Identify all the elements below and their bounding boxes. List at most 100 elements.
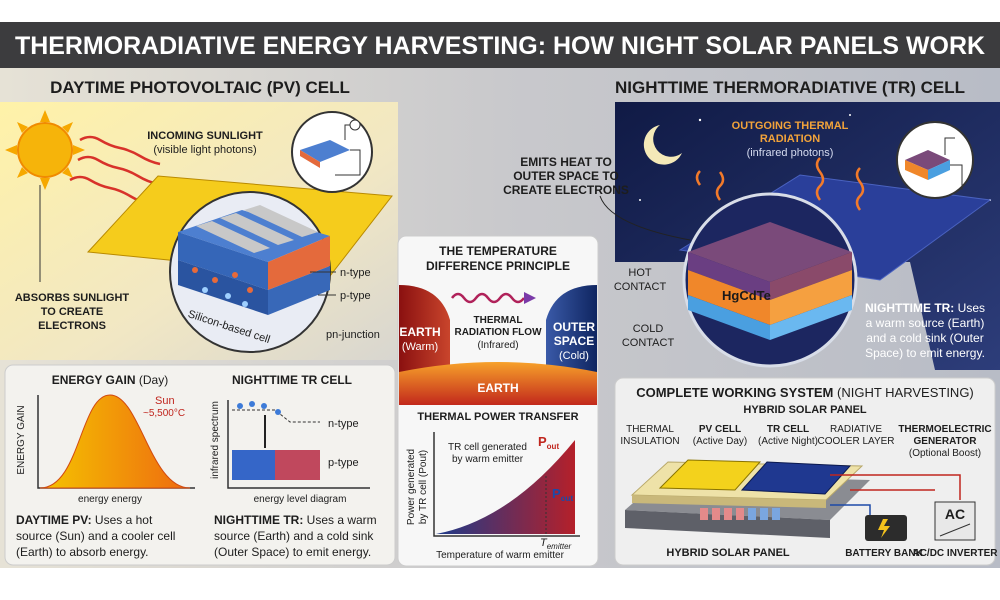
label: OUTER SPACE TO: [513, 169, 619, 183]
x-axis-label: energy energy: [78, 494, 142, 505]
hybrid-panel: [625, 459, 870, 538]
label: TO CREATE: [41, 306, 104, 318]
inverter: [934, 501, 976, 541]
label: EMITS HEAT TO: [520, 155, 612, 169]
hgcdte-layers: [688, 222, 852, 340]
n-level: [232, 409, 320, 423]
radiation-wave: [451, 292, 525, 304]
earth-region: [399, 285, 450, 380]
label: HYBRID SOLAR PANEL: [666, 547, 790, 559]
y-axis-label: ENERGY GAIN: [16, 405, 27, 474]
label: CONTACT: [614, 281, 667, 293]
chart-title: ENERGY GAIN (Day): [52, 373, 168, 387]
box-title: DIFFERENCE PRINCIPLE: [426, 259, 570, 273]
subtitle: HYBRID SOLAR PANEL: [743, 404, 867, 416]
symbol: T: [540, 537, 548, 549]
label: EARTH: [477, 381, 518, 395]
silicon-layers: [178, 205, 330, 315]
label: Pout: [552, 486, 573, 503]
page-title: THERMORADIATIVE ENERGY HARVESTING: HOW N…: [15, 32, 985, 60]
label: PV CELL: [699, 424, 741, 435]
sunlight-arrows: [69, 135, 161, 206]
chart-title: THERMAL POWER TRANSFER: [417, 411, 578, 423]
x-axis-label: Temperature of warm emitter: [436, 550, 564, 561]
label: ABSORBS SUNLIGHT: [15, 292, 130, 304]
label: (Active Day): [693, 436, 747, 447]
caption: NIGHTTIME TR: Uses a warm: [214, 513, 377, 527]
energy-curve: [39, 394, 191, 489]
label: pn-junction: [326, 329, 380, 341]
y-axis-label: infrared spectrum: [210, 401, 221, 479]
box-title: THE TEMPERATURE: [439, 244, 557, 258]
label: TR cell generated: [448, 442, 527, 453]
section-heading: NIGHTTIME THERMORADIATIVE (TR) CELL: [615, 78, 965, 97]
box-title: COMPLETE WORKING SYSTEM (NIGHT HARVESTIN…: [636, 385, 974, 400]
label: THERMAL: [626, 424, 674, 435]
title: COMPLETE WORKING SYSTEM: [636, 385, 833, 400]
chart-title: NIGHTTIME TR CELL: [232, 373, 352, 387]
section-heading: DAYTIME PHOTOVOLTAIC (PV) CELL: [50, 78, 350, 97]
caption-lead: NIGHTTIME TR:: [865, 301, 954, 315]
caption-lead: NIGHTTIME TR:: [214, 513, 303, 527]
label: (visible light photons): [153, 144, 256, 156]
label: AC/DC INVERTER: [912, 548, 998, 559]
label: ELECTRONS: [38, 320, 106, 332]
caption-lead: DAYTIME PV:: [16, 513, 92, 527]
label: SPACE: [554, 334, 594, 348]
label: Sun: [155, 395, 175, 407]
ir-arrows: [695, 157, 865, 211]
caption: (Earth) to absorb energy.: [16, 545, 149, 559]
label: Temitter: [540, 537, 572, 551]
title-note: (NIGHT HARVESTING): [833, 385, 973, 400]
label: Pout: [538, 434, 559, 451]
subscript: out: [561, 494, 574, 503]
label: EARTH: [399, 325, 440, 339]
label: RADIATIVE: [830, 424, 882, 435]
label: THERMAL: [474, 315, 523, 326]
label: INCOMING SUNLIGHT: [147, 130, 263, 142]
label: INSULATION: [620, 436, 679, 447]
label: BATTERY BANK: [845, 548, 923, 559]
label: COLD: [633, 323, 664, 335]
label: HOT: [628, 267, 652, 279]
caption-text: Uses a warm: [303, 513, 376, 527]
arrowhead: [524, 292, 536, 304]
caption-text: Uses: [954, 301, 985, 315]
label: (Active Night): [758, 436, 818, 447]
title-bar: [0, 22, 1000, 68]
caption: a warm source (Earth): [866, 316, 985, 330]
label: n-type: [328, 418, 359, 430]
label: COOLER LAYER: [817, 436, 894, 447]
space-region: [546, 285, 597, 380]
inverter-label: AC: [945, 506, 965, 522]
label: GENERATOR: [914, 436, 978, 447]
symbol: P: [552, 486, 561, 501]
label: CONTACT: [622, 337, 675, 349]
label: RADIATION FLOW: [454, 327, 542, 338]
caption: DAYTIME PV: Uses a hot: [16, 513, 153, 527]
title: ENERGY GAIN: [52, 373, 136, 387]
y-axis-label: Power generated: [406, 449, 417, 525]
power-curve: [436, 440, 575, 534]
label: (Cold): [559, 350, 589, 362]
label: (Warm): [402, 341, 438, 353]
caption: Space) to emit energy.: [865, 346, 985, 360]
inverter-mark: [939, 523, 971, 537]
subscript: emitter: [547, 542, 572, 551]
label: CREATE ELECTRONS: [503, 183, 629, 197]
circuit-inset-art: [300, 119, 361, 176]
wiring: [830, 474, 961, 500]
axes: [433, 432, 580, 537]
label: p-type: [328, 457, 359, 469]
wiring: [830, 504, 871, 515]
caption: NIGHTTIME TR: Uses: [865, 301, 985, 315]
label: (infrared photons): [747, 147, 834, 159]
electrons: [237, 401, 281, 415]
battery-bolt: [878, 519, 890, 538]
sun: [5, 110, 85, 190]
moon: [643, 125, 682, 165]
title-note: (Day): [139, 373, 168, 387]
label: OUTGOING THERMAL: [732, 120, 849, 132]
label: OUTER: [553, 320, 595, 334]
caption-text: Uses a hot: [92, 513, 153, 527]
